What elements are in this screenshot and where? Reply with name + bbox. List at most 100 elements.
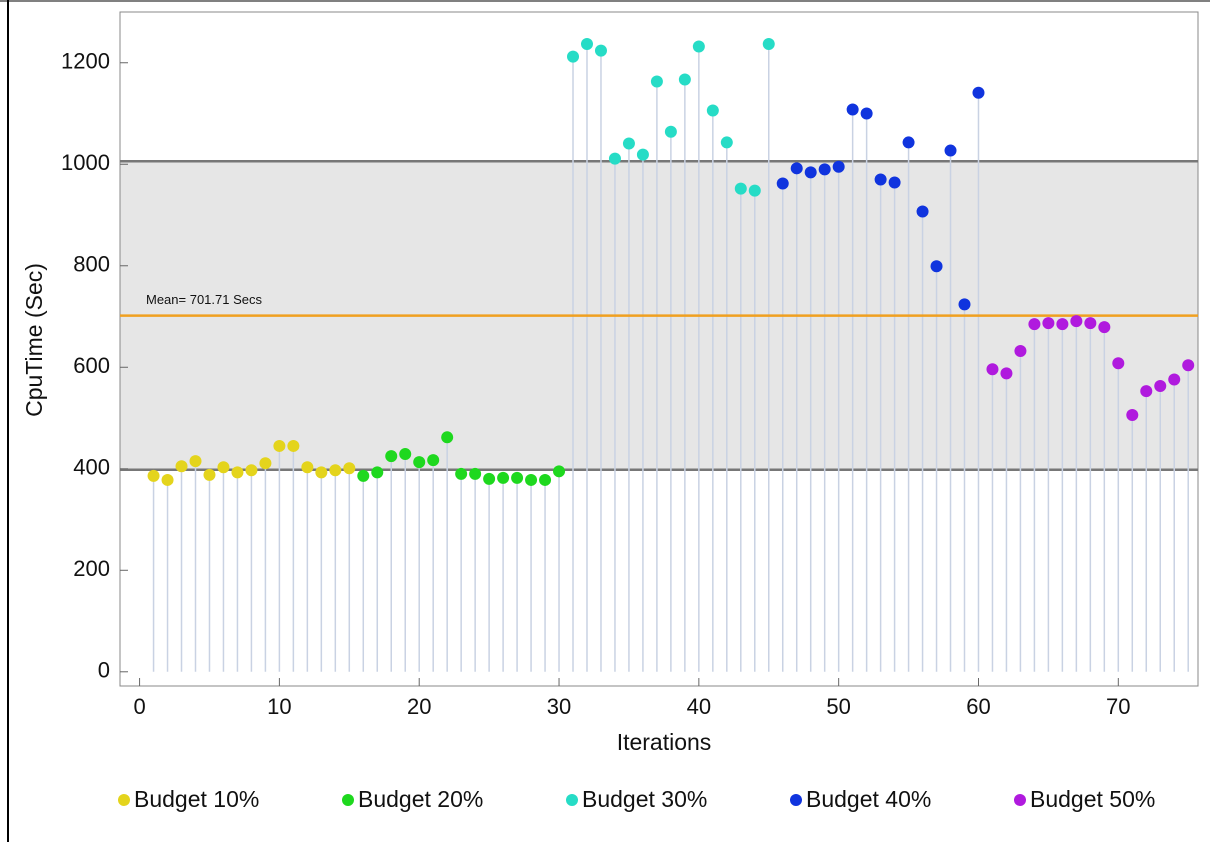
point bbox=[580, 37, 593, 50]
point bbox=[427, 454, 440, 467]
point bbox=[273, 439, 286, 452]
plot-frame bbox=[119, 11, 1199, 687]
point bbox=[231, 466, 244, 479]
x-tick-label: 0 bbox=[133, 694, 145, 719]
legend-swatch bbox=[1014, 794, 1026, 806]
point bbox=[1000, 367, 1013, 380]
point bbox=[930, 260, 943, 273]
legend-item: Budget 10% bbox=[118, 786, 259, 812]
point bbox=[175, 460, 188, 473]
y-axis-title: CpuTime (Sec) bbox=[21, 263, 47, 417]
point bbox=[622, 137, 635, 150]
point bbox=[874, 173, 887, 186]
point bbox=[217, 461, 230, 474]
point bbox=[1154, 380, 1167, 393]
point bbox=[287, 439, 300, 452]
legend-swatch bbox=[566, 794, 578, 806]
x-tick-label: 20 bbox=[407, 694, 431, 719]
point bbox=[902, 136, 915, 149]
point bbox=[790, 162, 803, 175]
point bbox=[441, 431, 454, 444]
point bbox=[497, 471, 510, 484]
point bbox=[818, 163, 831, 176]
point bbox=[301, 461, 314, 474]
point bbox=[413, 456, 426, 469]
legend-item: Budget 40% bbox=[790, 786, 931, 812]
y-tick-label: 1000 bbox=[61, 150, 110, 175]
y-tick-label: 800 bbox=[73, 252, 110, 277]
point bbox=[511, 471, 524, 484]
x-tick-label: 70 bbox=[1106, 694, 1130, 719]
point bbox=[986, 363, 999, 376]
point bbox=[329, 464, 342, 477]
point bbox=[343, 462, 356, 475]
point bbox=[1028, 318, 1041, 331]
point bbox=[455, 467, 468, 480]
point bbox=[734, 182, 747, 195]
point bbox=[692, 40, 705, 53]
point bbox=[1182, 359, 1195, 372]
legend-text: Budget 50% bbox=[1030, 786, 1155, 812]
point bbox=[1126, 408, 1139, 421]
point bbox=[944, 144, 957, 157]
point bbox=[1070, 315, 1083, 328]
point bbox=[1098, 321, 1111, 334]
legend-item: Budget 30% bbox=[566, 786, 707, 812]
point bbox=[678, 73, 691, 86]
point bbox=[385, 450, 398, 463]
point bbox=[1014, 345, 1027, 358]
point bbox=[608, 152, 621, 165]
legend-item: Budget 50% bbox=[1014, 786, 1155, 812]
y-tick-label: 1200 bbox=[61, 49, 110, 74]
point bbox=[762, 37, 775, 50]
legend-item: Budget 20% bbox=[342, 786, 483, 812]
point bbox=[776, 177, 789, 190]
point bbox=[357, 469, 370, 482]
point bbox=[664, 125, 677, 138]
legend-text: Budget 20% bbox=[358, 786, 483, 812]
point bbox=[748, 184, 761, 197]
point bbox=[650, 75, 663, 88]
y-tick-label: 400 bbox=[73, 455, 110, 480]
y-tick-label: 0 bbox=[98, 658, 110, 683]
y-tick-label: 600 bbox=[73, 353, 110, 378]
point bbox=[720, 136, 733, 149]
point bbox=[860, 107, 873, 120]
x-tick-label: 60 bbox=[966, 694, 990, 719]
point bbox=[846, 103, 859, 116]
point bbox=[594, 44, 607, 57]
legend-text: Budget 10% bbox=[134, 786, 259, 812]
x-tick-label: 40 bbox=[687, 694, 711, 719]
point bbox=[1084, 317, 1097, 330]
point bbox=[706, 104, 719, 117]
point bbox=[399, 448, 412, 461]
point bbox=[1140, 385, 1153, 398]
point bbox=[972, 86, 985, 99]
point bbox=[161, 473, 174, 486]
legend-text: Budget 30% bbox=[582, 786, 707, 812]
point bbox=[1168, 373, 1181, 386]
x-axis-title: Iterations bbox=[617, 729, 712, 755]
legend-swatch bbox=[118, 794, 130, 806]
legend-swatch bbox=[342, 794, 354, 806]
x-tick-label: 10 bbox=[267, 694, 291, 719]
point bbox=[567, 50, 580, 63]
point bbox=[539, 473, 552, 486]
point bbox=[1112, 357, 1125, 370]
point bbox=[958, 298, 971, 311]
point bbox=[469, 467, 482, 480]
point bbox=[259, 457, 272, 470]
x-tick-label: 50 bbox=[826, 694, 850, 719]
point bbox=[636, 148, 649, 161]
point bbox=[553, 465, 566, 478]
y-tick-label: 200 bbox=[73, 556, 110, 581]
point bbox=[832, 160, 845, 173]
point bbox=[483, 472, 496, 485]
x-tick-label: 30 bbox=[547, 694, 571, 719]
point bbox=[203, 468, 216, 481]
point bbox=[804, 166, 817, 179]
point bbox=[147, 469, 160, 482]
point bbox=[1056, 318, 1069, 331]
point bbox=[1042, 317, 1055, 330]
